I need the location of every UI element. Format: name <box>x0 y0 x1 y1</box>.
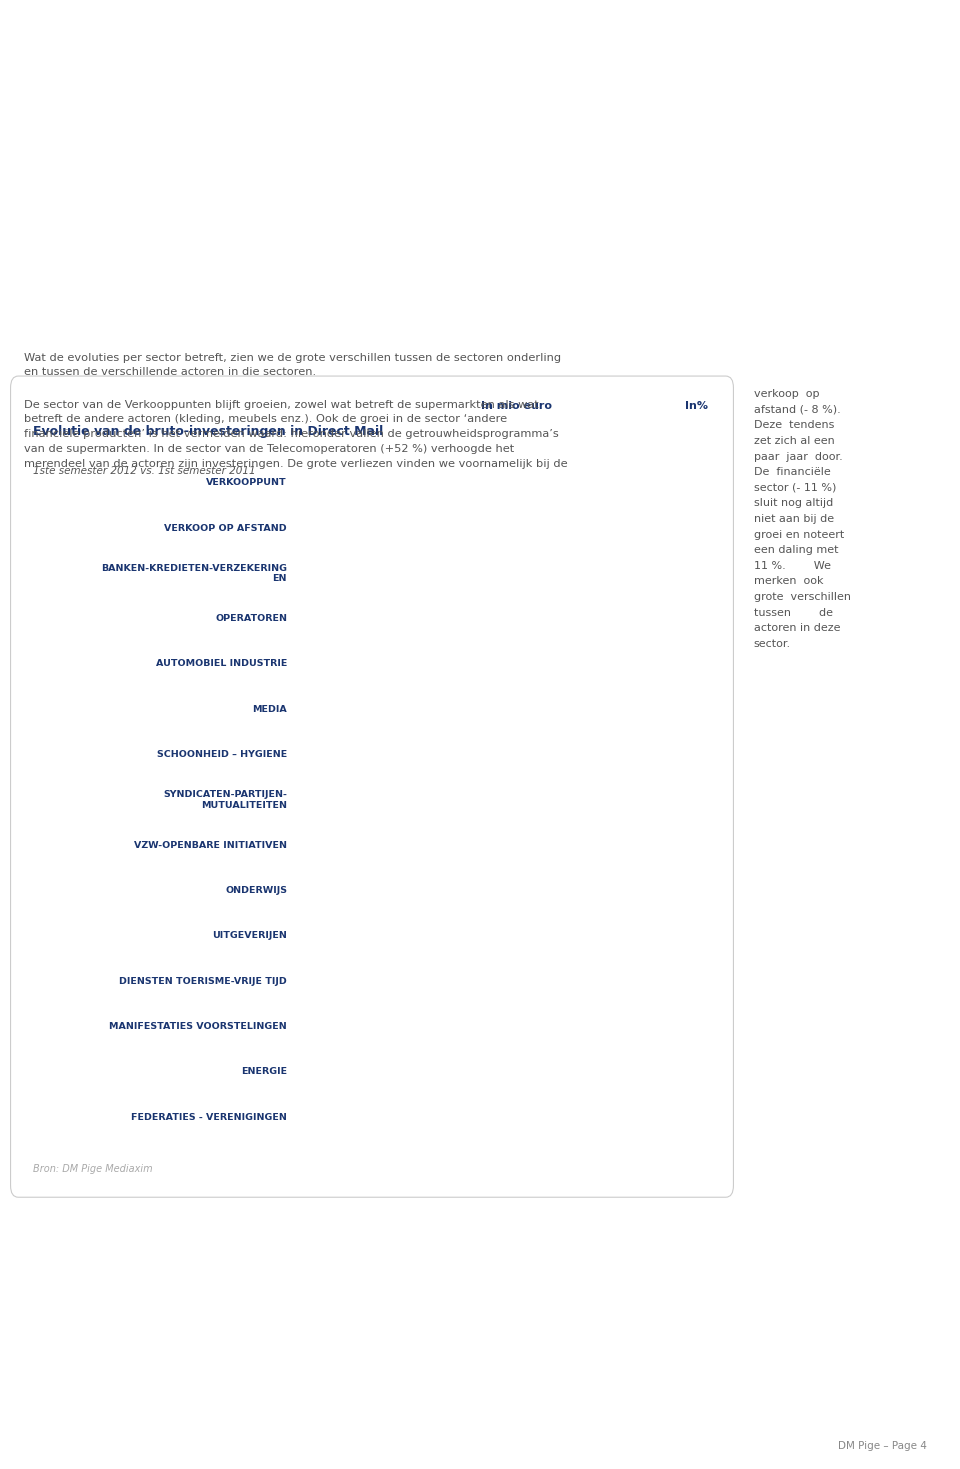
Text: +62 %: +62 % <box>666 795 707 805</box>
Text: -1,1: -1,1 <box>431 840 453 851</box>
Text: FEDERATIES - VERENIGINGEN: FEDERATIES - VERENIGINGEN <box>132 1112 287 1121</box>
Text: MEDIA: MEDIA <box>252 705 287 714</box>
Bar <box>500 652 516 676</box>
Bar <box>511 924 516 948</box>
Text: 0,2: 0,2 <box>532 1112 550 1122</box>
Text: 1ste semester 2012 vs. 1st semester 2011: 1ste semester 2012 vs. 1st semester 2011 <box>33 466 255 476</box>
Text: - 8%: - 8% <box>679 523 707 533</box>
Text: +4 %: +4 % <box>674 477 707 488</box>
Text: +9 %: +9 % <box>674 749 707 759</box>
Text: -0,1: -0,1 <box>484 931 507 940</box>
Text: -0,3: -0,3 <box>473 660 496 668</box>
Bar <box>500 1061 516 1083</box>
Bar <box>335 517 516 539</box>
Text: 0,3: 0,3 <box>537 886 555 896</box>
Text: +18 %: +18 % <box>666 1021 707 1031</box>
Text: 0,3: 0,3 <box>537 1021 555 1031</box>
Bar <box>420 563 516 585</box>
Bar <box>516 878 533 902</box>
Text: -15%: -15% <box>675 1066 707 1077</box>
Text: +7%: +7% <box>678 704 707 714</box>
Text: 2,2: 2,2 <box>638 477 657 488</box>
Text: VZW-OPENBARE INITIATIVEN: VZW-OPENBARE INITIATIVEN <box>134 840 287 849</box>
Text: BANKEN-KREDIETEN-VERZEKERING
EN: BANKEN-KREDIETEN-VERZEKERING EN <box>101 564 287 583</box>
Text: -1,8: -1,8 <box>394 569 416 579</box>
Text: +17%: +17% <box>670 1112 707 1122</box>
Text: ONDERWIJS: ONDERWIJS <box>225 886 287 895</box>
Text: OPERATOREN: OPERATOREN <box>215 614 287 623</box>
Text: DM Pige – Page 4: DM Pige – Page 4 <box>837 1441 926 1451</box>
Bar <box>516 698 533 721</box>
Text: SCHOONHEID – HYGIENE: SCHOONHEID – HYGIENE <box>156 751 287 759</box>
Text: +5%: +5% <box>678 975 707 986</box>
Text: ENERGIE: ENERGIE <box>241 1068 287 1077</box>
Text: Evolutie van de bruto-investeringen in Direct Mail: Evolutie van de bruto-investeringen in D… <box>33 425 383 438</box>
Text: AUTOMOBIEL INDUSTRIE: AUTOMOBIEL INDUSTRIE <box>156 660 287 668</box>
Bar <box>516 970 521 993</box>
Text: 0,1: 0,1 <box>526 975 544 986</box>
Text: 0,3: 0,3 <box>537 749 555 759</box>
Text: -7%: -7% <box>683 660 707 668</box>
Text: -0,3: -0,3 <box>473 1066 496 1077</box>
Text: VERKOOPPUNT: VERKOOPPUNT <box>206 479 287 488</box>
Text: In mio euro: In mio euro <box>481 401 552 411</box>
Bar <box>516 789 581 811</box>
Bar <box>516 1015 533 1037</box>
Bar <box>516 472 634 494</box>
Text: MANIFESTATIES VOORSTELINGEN: MANIFESTATIES VOORSTELINGEN <box>109 1022 287 1031</box>
Bar <box>458 834 516 856</box>
Text: -4%: -4% <box>683 931 707 940</box>
Text: De sector van de Verkooppunten blijft groeien, zowel wat betreft de supermarkten: De sector van de Verkooppunten blijft gr… <box>24 400 567 469</box>
Text: +52%: +52% <box>670 614 707 624</box>
Text: +13%: +13% <box>670 886 707 896</box>
Text: verkoop  op
afstand (- 8 %).
Deze  tendens
zet zich al een
paar  jaar  door.
De : verkoop op afstand (- 8 %). Deze tendens… <box>754 389 851 649</box>
Bar <box>516 607 645 630</box>
Text: Bron: DM Pige Mediaxim: Bron: DM Pige Mediaxim <box>33 1163 153 1174</box>
Text: In%: In% <box>685 401 708 411</box>
Text: VERKOOP OP AFSTAND: VERKOOP OP AFSTAND <box>164 523 287 532</box>
Text: DIENSTEN TOERISME-VRIJE TIJD: DIENSTEN TOERISME-VRIJE TIJD <box>119 977 287 986</box>
Text: 0,3: 0,3 <box>537 704 555 714</box>
Text: -11%: -11% <box>675 569 707 579</box>
Text: 1,2: 1,2 <box>585 795 603 805</box>
Bar <box>516 1106 527 1128</box>
Text: 2,4: 2,4 <box>649 614 667 624</box>
Text: -30%: -30% <box>675 840 707 851</box>
Text: SYNDICATEN-PARTIJEN-
MUTUALITEITEN: SYNDICATEN-PARTIJEN- MUTUALITEITEN <box>163 790 287 809</box>
Text: Wat de evoluties per sector betreft, zien we de grote verschillen tussen de sect: Wat de evoluties per sector betreft, zie… <box>24 353 562 378</box>
Text: -3,4: -3,4 <box>307 523 330 533</box>
Bar <box>516 743 533 765</box>
Text: UITGEVERIJEN: UITGEVERIJEN <box>212 931 287 940</box>
